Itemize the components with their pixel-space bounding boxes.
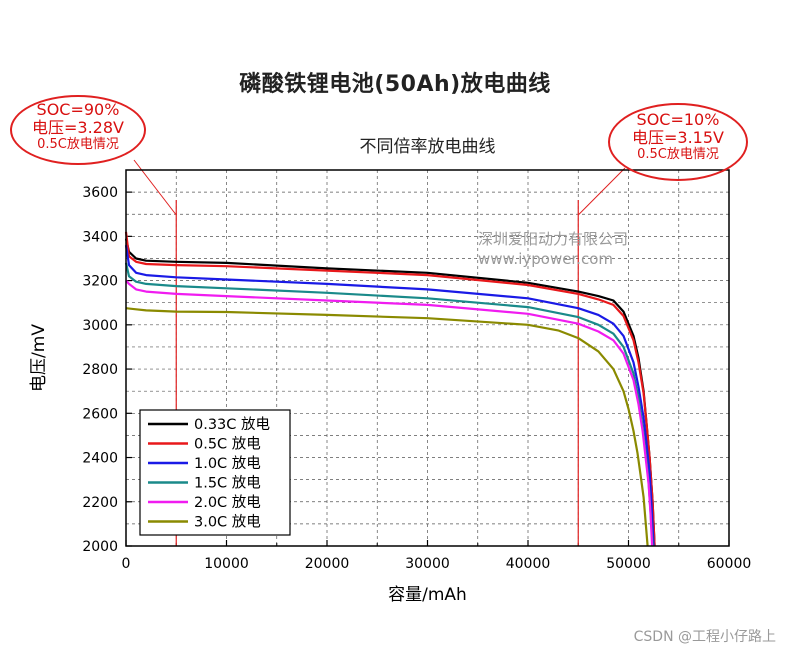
y-tick-label: 3000: [82, 318, 118, 334]
watermark-url: www.iypower.com: [478, 250, 614, 268]
series-line: [124, 231, 656, 547]
callout-voltage-label: 电压=3.15V: [632, 128, 724, 148]
callout-condition-label: 0.5C放电情况: [637, 146, 719, 162]
callout-condition-label: 0.5C放电情况: [37, 136, 119, 152]
series-line: [125, 307, 649, 547]
soc-10-callout: SOC=10% 电压=3.15V 0.5C放电情况: [608, 103, 748, 181]
callout-connector: [133, 159, 177, 216]
y-tick-label: 3400: [82, 229, 118, 245]
soc-90-callout: SOC=90% 电压=3.28V 0.5C放电情况: [10, 95, 146, 165]
y-tick-label: 3200: [82, 274, 118, 290]
legend-label: 1.5C 放电: [194, 475, 261, 492]
x-tick-label: 0: [122, 556, 131, 572]
x-axis-title: 容量/mAh: [388, 585, 467, 605]
y-axis-title: 电压/mV: [29, 324, 49, 392]
callout-voltage-label: 电压=3.28V: [32, 118, 124, 138]
x-tick-label: 50000: [606, 556, 651, 572]
x-tick-label: 60000: [707, 556, 752, 572]
series-line: [124, 245, 655, 547]
legend-box: [139, 409, 291, 536]
legend-label: 1.0C 放电: [194, 455, 261, 472]
y-tick-label: 2400: [82, 451, 118, 467]
source-footer: CSDN @工程小仔路上: [633, 629, 776, 645]
x-tick-label: 40000: [506, 556, 551, 572]
chart-subtitle: 不同倍率放电曲线: [359, 137, 496, 157]
legend-label: 2.0C 放电: [194, 494, 261, 511]
x-tick-label: 30000: [405, 556, 450, 572]
legend-label: 0.33C 放电: [194, 416, 270, 433]
y-tick-label: 2200: [82, 495, 118, 511]
callout-soc-label: SOC=10%: [636, 110, 720, 129]
y-tick-label: 2000: [82, 539, 118, 555]
watermark-company-name: 深圳爱阳动力有限公司: [478, 230, 629, 248]
y-tick-label: 3600: [82, 185, 118, 201]
callout-connector: [577, 167, 626, 216]
y-tick-label: 2600: [82, 406, 118, 422]
series-line: [125, 279, 654, 547]
x-tick-label: 10000: [204, 556, 249, 572]
y-tick-label: 2800: [82, 362, 118, 378]
legend-label: 0.5C 放电: [194, 436, 261, 453]
callout-soc-label: SOC=90%: [36, 100, 120, 119]
x-tick-label: 20000: [305, 556, 350, 572]
legend-label: 3.0C 放电: [194, 514, 261, 531]
company-watermark: 深圳爱阳动力有限公司 www.iypower.com: [478, 229, 628, 269]
plot-frame: [125, 169, 730, 547]
page-title: 磷酸铁锂电池(50Ah)放电曲线: [239, 72, 551, 97]
